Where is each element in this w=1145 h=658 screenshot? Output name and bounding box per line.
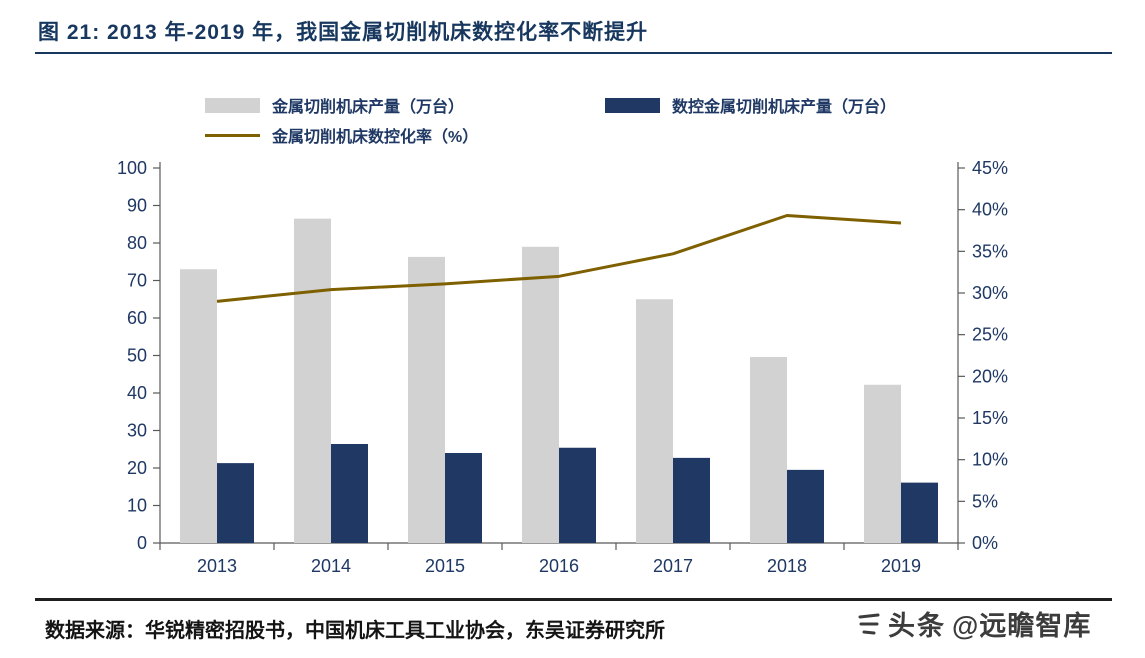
bar-cnc-output-2014 [331, 444, 368, 543]
right-axis-tick-label: 45% [972, 158, 1008, 178]
figure-title: 图 21: 2013 年-2019 年，我国金属切削机床数控化率不断提升 [38, 21, 649, 44]
legend-label-total: 金属切削机床产量（万台） [272, 99, 465, 116]
bar-cnc-output-2016 [559, 447, 596, 543]
bar-total-output-2013 [180, 269, 217, 543]
data-source: 数据来源：华锐精密招股书，中国机床工具工业协会，东吴证券研究所 [45, 620, 665, 642]
legend-item-cnc-rate: 金属切削机床数控化率（%） [205, 126, 479, 146]
x-axis-label-2013: 2013 [197, 556, 237, 576]
x-axis-label-2014: 2014 [311, 556, 351, 576]
bar-cnc-output-2018 [787, 469, 824, 543]
x-axis-label-2018: 2018 [767, 556, 807, 576]
left-axis-tick-label: 90 [127, 196, 147, 216]
left-axis-tick-label: 10 [127, 496, 147, 516]
left-axis-tick-label: 40 [127, 383, 147, 403]
right-axis-tick-label: 0% [972, 533, 998, 553]
x-axis-label-2015: 2015 [425, 556, 465, 576]
right-axis-tick-label: 5% [972, 491, 998, 511]
bar-total-output-2014 [294, 218, 331, 543]
cnc-rate-line [216, 214, 902, 303]
bar-cnc-output-2017 [673, 457, 710, 543]
right-axis-tick-label: 30% [972, 283, 1008, 303]
x-axis-label-2017: 2017 [653, 556, 693, 576]
bar-cnc-output-2015 [445, 453, 482, 543]
bar-cnc-output-2019 [901, 482, 938, 543]
legend-label-cnc: 数控金属切削机床产量（万台） [672, 99, 897, 116]
right-axis-tick-label: 35% [972, 241, 1008, 261]
left-axis-tick-label: 50 [127, 346, 147, 366]
x-axis-label-2016: 2016 [539, 556, 579, 576]
legend-swatch-total [205, 97, 260, 113]
left-axis-tick-label: 60 [127, 308, 147, 328]
legend-swatch-rate [205, 133, 260, 137]
legend-swatch-cnc [605, 97, 660, 113]
watermark-handle: @远瞻智库 [952, 611, 1092, 641]
bar-cnc-output-2013 [217, 463, 254, 543]
right-axis-tick-label: 15% [972, 408, 1008, 428]
title-divider [35, 52, 1112, 54]
bar-total-output-2019 [864, 384, 901, 543]
x-axis-label-2019: 2019 [881, 556, 921, 576]
watermark-brand: 头条 [888, 611, 946, 641]
right-axis-tick-label: 40% [972, 200, 1008, 220]
legend-label-rate: 金属切削机床数控化率（%） [272, 129, 479, 146]
toutiao-logo-icon [858, 613, 880, 634]
left-axis-tick-label: 0 [137, 533, 147, 553]
right-axis-tick-label: 20% [972, 366, 1008, 386]
right-axis-tick-label: 25% [972, 325, 1008, 345]
footer-divider [35, 598, 1112, 601]
bar-total-output-2017 [636, 299, 673, 543]
left-axis-tick-label: 80 [127, 233, 147, 253]
bar-total-output-2015 [408, 256, 445, 543]
bar-total-output-2018 [750, 357, 787, 543]
left-axis-tick-label: 70 [127, 271, 147, 291]
legend-item-cnc-output: 数控金属切削机床产量（万台） [605, 96, 897, 116]
watermark: 头条 @远瞻智库 [852, 604, 1096, 643]
left-axis-tick-label: 30 [127, 421, 147, 441]
left-axis-tick-label: 20 [127, 458, 147, 478]
left-axis-tick-label: 100 [117, 158, 147, 178]
legend-item-total-output: 金属切削机床产量（万台） [205, 96, 465, 116]
right-axis-tick-label: 10% [972, 450, 1008, 470]
bar-total-output-2016 [522, 246, 559, 543]
